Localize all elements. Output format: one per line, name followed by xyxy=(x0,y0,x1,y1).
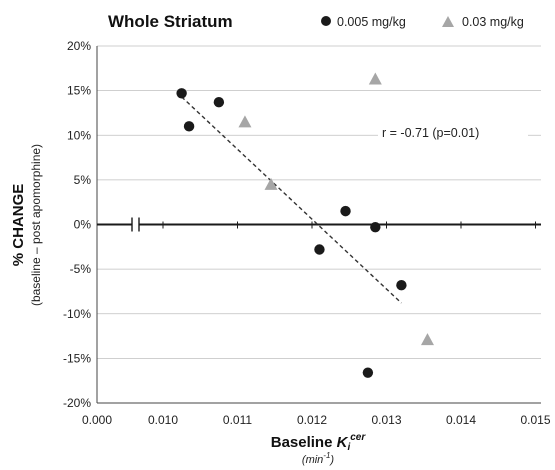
data-point-circle xyxy=(362,367,374,378)
x-axis-title: Baseline Kicer xyxy=(271,432,367,453)
y-tick-label: 15% xyxy=(67,84,91,98)
correlation-annotation: r = -0.71 (p=0.01) xyxy=(382,126,479,140)
x-axis-title-prefix: Baseline xyxy=(271,434,337,451)
y-tick-label: 10% xyxy=(67,128,91,142)
y-axis-subtitle: (baseline – post apomorphine) xyxy=(29,144,43,306)
x-tick-label: 0.000 xyxy=(82,413,112,427)
x-tick-label: 0.015 xyxy=(520,413,550,427)
x-axis-unit-text: (min xyxy=(302,454,323,466)
x-tick-label: 0.010 xyxy=(148,413,178,427)
x-axis-title-variable: K xyxy=(337,434,349,451)
data-point-triangle xyxy=(238,115,252,128)
x-axis-unit-superscript: -1 xyxy=(323,451,330,460)
trendline xyxy=(181,96,402,304)
data-point-triangle xyxy=(264,177,278,190)
y-tick-label: -15% xyxy=(63,351,91,365)
x-axis-unit: (min-1) xyxy=(302,451,335,466)
break-gap xyxy=(132,221,139,228)
legend: 0.005 mg/kg 0.03 mg/kg xyxy=(321,15,524,29)
y-tick-label: -5% xyxy=(70,262,92,276)
y-tick-label: -10% xyxy=(63,307,91,321)
data-point-circle xyxy=(340,205,351,217)
x-tick-label: 0.011 xyxy=(223,413,252,427)
data-point-triangle xyxy=(420,333,434,346)
data-point-circle xyxy=(396,279,407,291)
x-axis-title-superscript: cer xyxy=(350,432,366,443)
legend-label-series-1: 0.005 mg/kg xyxy=(337,15,406,29)
data-point-circle xyxy=(213,97,225,108)
legend-label-series-2: 0.03 mg/kg xyxy=(462,15,524,29)
x-tick-label: 0.012 xyxy=(297,413,327,427)
y-axis-label: % CHANGE xyxy=(10,184,27,267)
y-tick-label: 20% xyxy=(67,39,91,53)
gridlines xyxy=(97,45,541,404)
x-axis-break-marker xyxy=(131,217,140,232)
chart-title: Whole Striatum xyxy=(108,12,233,31)
legend-marker-circle xyxy=(321,16,331,26)
annotation-background xyxy=(378,122,528,142)
y-tick-label: 5% xyxy=(74,173,92,187)
x-tick-labels: 0.000 0.010 0.011 0.012 0.013 0.014 0.015 xyxy=(82,413,551,427)
legend-marker-triangle xyxy=(442,16,454,27)
x-axis-title-subscript: i xyxy=(347,442,350,453)
data-point-circle xyxy=(183,121,195,132)
zero-line xyxy=(97,221,541,229)
y-tick-labels: 20% 15% 10% 5% 0% -5% -10% -15% -20% xyxy=(63,39,91,410)
data-points xyxy=(176,72,434,378)
y-axis-sublabel: (baseline – post apomorphine) xyxy=(29,144,43,306)
y-tick-label: -20% xyxy=(63,396,91,410)
y-tick-label: 0% xyxy=(74,218,92,232)
y-axis-title: % CHANGE xyxy=(10,184,27,267)
data-point-triangle xyxy=(368,72,382,85)
x-tick-label: 0.013 xyxy=(371,413,401,427)
data-point-circle xyxy=(370,221,381,233)
data-point-circle xyxy=(176,88,187,99)
x-axis-unit-close: ) xyxy=(328,454,334,466)
data-point-circle xyxy=(314,244,325,255)
x-tick-label: 0.014 xyxy=(446,413,476,427)
